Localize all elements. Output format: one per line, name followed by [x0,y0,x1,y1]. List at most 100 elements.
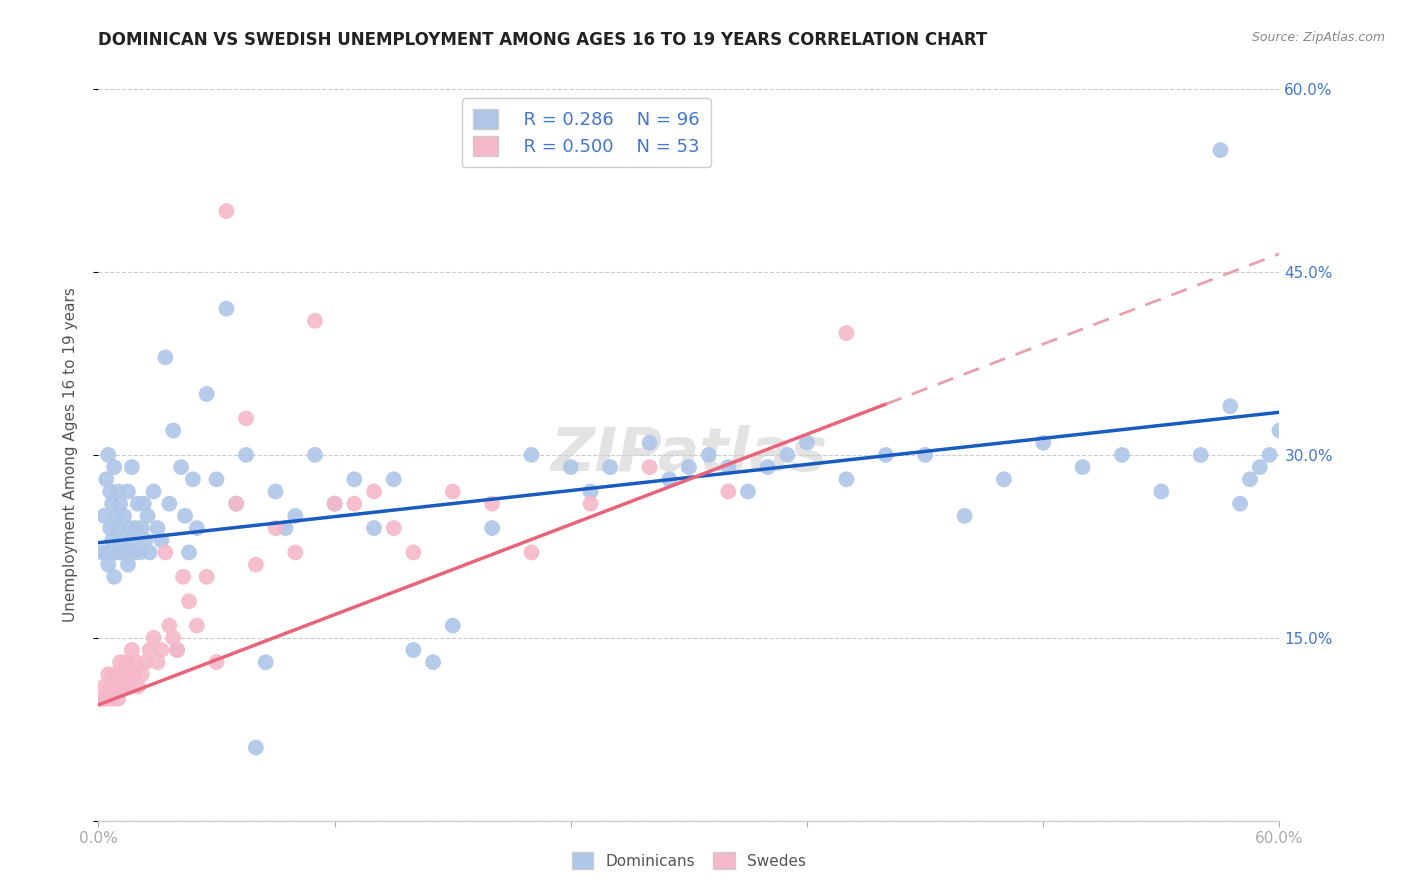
Point [105,545,128,559]
Point [638,435,661,450]
Point [599,460,621,475]
Point [122,667,145,681]
Point [172,570,194,584]
Point [127,497,149,511]
Point [150,533,173,548]
Point [875,448,897,462]
Point [174,508,197,523]
Point [118,521,141,535]
Point [138,643,160,657]
Point [1219,399,1241,413]
Point [343,472,366,486]
Text: DOMINICAN VS SWEDISH UNEMPLOYMENT AMONG AGES 16 TO 19 YEARS CORRELATION CHART: DOMINICAN VS SWEDISH UNEMPLOYMENT AMONG … [98,31,987,49]
Point [717,484,740,499]
Point [1150,484,1173,499]
Point [108,545,131,559]
Point [146,655,169,669]
Point [993,472,1015,486]
Point [146,521,169,535]
Point [796,435,818,450]
Point [105,680,128,694]
Point [215,301,238,316]
Point [520,545,543,559]
Point [131,667,153,681]
Point [98,680,121,694]
Point [205,472,228,486]
Point [638,460,661,475]
Point [157,497,180,511]
Point [560,460,582,475]
Point [481,521,503,535]
Point [97,667,120,681]
Point [111,533,134,548]
Point [107,521,129,535]
Point [186,521,208,535]
Point [264,521,287,535]
Point [835,472,858,486]
Point [422,655,444,669]
Point [441,618,464,632]
Point [98,484,121,499]
Point [91,691,114,706]
Point [225,497,247,511]
Point [111,667,134,681]
Point [155,545,177,559]
Point [138,545,160,559]
Point [112,680,135,694]
Point [658,472,681,486]
Point [235,448,257,462]
Point [284,508,307,523]
Point [1189,448,1212,462]
Point [363,521,385,535]
Point [579,497,602,511]
Point [205,655,228,669]
Point [96,472,118,486]
Point [835,326,858,340]
Legend: Dominicans, Swedes: Dominicans, Swedes [565,847,813,875]
Point [142,631,165,645]
Point [186,618,208,632]
Point [235,411,257,425]
Point [103,570,125,584]
Point [101,497,124,511]
Point [101,691,124,706]
Point [97,448,120,462]
Point [142,484,165,499]
Point [125,521,148,535]
Point [382,472,405,486]
Point [162,631,184,645]
Point [166,643,188,657]
Point [135,533,157,548]
Point [756,460,779,475]
Point [323,497,346,511]
Point [96,691,118,706]
Point [1229,497,1251,511]
Point [121,460,143,475]
Point [1209,143,1232,157]
Point [117,558,139,572]
Point [112,508,135,523]
Point [93,508,115,523]
Point [914,448,936,462]
Point [108,655,131,669]
Point [678,460,700,475]
Point [117,667,139,681]
Point [697,448,720,462]
Point [717,460,740,475]
Point [520,448,543,462]
Point [1111,448,1133,462]
Point [122,545,145,559]
Point [121,643,143,657]
Point [121,533,143,548]
Point [177,545,200,559]
Point [177,594,200,608]
Point [1258,448,1281,462]
Point [304,448,326,462]
Point [115,545,138,559]
Point [136,508,159,523]
Point [1032,435,1054,450]
Point [1239,472,1261,486]
Point [481,497,503,511]
Point [103,460,125,475]
Point [96,545,118,559]
